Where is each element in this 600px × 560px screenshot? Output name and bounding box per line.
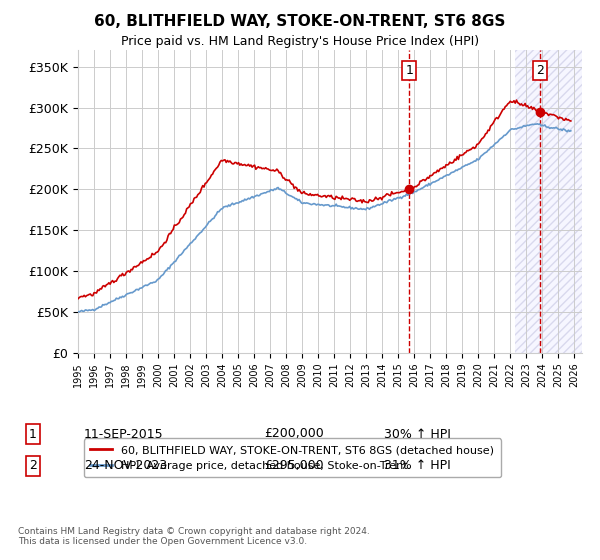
Text: 31% ↑ HPI: 31% ↑ HPI [384, 459, 451, 473]
Bar [515, 42, 595, 353]
Text: Contains HM Land Registry data © Crown copyright and database right 2024.
This d: Contains HM Land Registry data © Crown c… [18, 526, 370, 546]
Text: £295,000: £295,000 [264, 459, 323, 473]
Text: 2: 2 [536, 64, 544, 77]
Text: 1: 1 [405, 64, 413, 77]
Text: 11-SEP-2015: 11-SEP-2015 [84, 427, 164, 441]
Text: 30% ↑ HPI: 30% ↑ HPI [384, 427, 451, 441]
Text: 1: 1 [29, 427, 37, 441]
Text: Price paid vs. HM Land Registry's House Price Index (HPI): Price paid vs. HM Land Registry's House … [121, 35, 479, 48]
Text: 24-NOV-2023: 24-NOV-2023 [84, 459, 167, 473]
Text: 60, BLITHFIELD WAY, STOKE-ON-TRENT, ST6 8GS: 60, BLITHFIELD WAY, STOKE-ON-TRENT, ST6 … [94, 14, 506, 29]
Legend: 60, BLITHFIELD WAY, STOKE-ON-TRENT, ST6 8GS (detached house), HPI: Average price: 60, BLITHFIELD WAY, STOKE-ON-TRENT, ST6 … [83, 438, 501, 477]
Text: £200,000: £200,000 [264, 427, 324, 441]
Text: 2: 2 [29, 459, 37, 473]
